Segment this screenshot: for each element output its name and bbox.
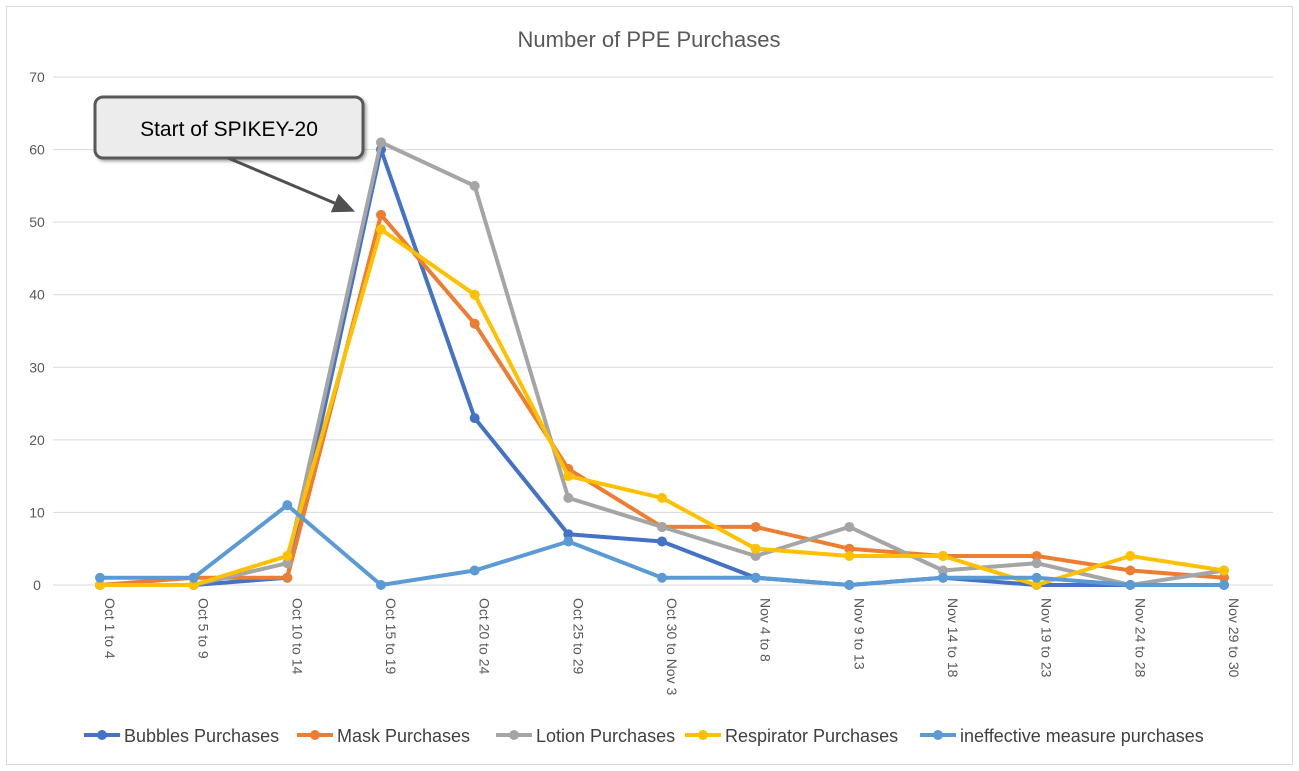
series-1 bbox=[95, 209, 1229, 590]
data-point bbox=[376, 137, 386, 148]
x-tick-label: Oct 30 to Nov 3 bbox=[664, 598, 680, 695]
data-point bbox=[95, 572, 105, 583]
x-tick-label: Oct 15 to 19 bbox=[383, 598, 399, 674]
y-tick-label: 60 bbox=[29, 142, 45, 158]
data-point bbox=[1031, 580, 1042, 590]
data-point bbox=[282, 550, 293, 561]
data-point bbox=[469, 289, 480, 300]
data-point bbox=[938, 550, 948, 561]
legend-label: Lotion Purchases bbox=[536, 726, 675, 746]
legend-label: Bubbles Purchases bbox=[124, 726, 279, 746]
data-point bbox=[1219, 565, 1229, 576]
data-point bbox=[563, 529, 574, 540]
data-point bbox=[95, 580, 105, 590]
y-tick-label: 0 bbox=[33, 577, 41, 593]
legend-item: Mask Purchases bbox=[297, 726, 470, 746]
x-tick-label: Oct 25 to 29 bbox=[570, 598, 586, 674]
data-point bbox=[469, 180, 480, 191]
x-tick-label: Nov 14 to 18 bbox=[945, 598, 961, 678]
data-point bbox=[938, 565, 948, 576]
legend-label: Mask Purchases bbox=[337, 726, 470, 746]
y-tick-label: 50 bbox=[29, 214, 45, 230]
x-tick-label: Oct 20 to 24 bbox=[477, 598, 493, 674]
x-tick-label: Oct 5 to 9 bbox=[196, 598, 212, 659]
legend-marker bbox=[509, 730, 519, 740]
callout-arrow-head bbox=[330, 193, 355, 213]
data-point bbox=[657, 492, 667, 503]
data-point bbox=[938, 572, 948, 583]
data-point bbox=[657, 521, 667, 532]
x-tick-label: Nov 4 to 8 bbox=[758, 598, 774, 662]
legend-item: Bubbles Purchases bbox=[84, 726, 279, 746]
x-tick-label: Oct 10 to 14 bbox=[289, 598, 305, 674]
data-point bbox=[750, 521, 761, 532]
data-point bbox=[563, 492, 574, 503]
data-point bbox=[844, 550, 855, 561]
legend-item: ineffective measure purchases bbox=[920, 726, 1204, 746]
data-point bbox=[282, 500, 293, 511]
legend-marker bbox=[698, 730, 708, 740]
y-tick-label: 20 bbox=[29, 432, 45, 448]
data-point bbox=[1031, 572, 1042, 583]
data-point bbox=[1125, 550, 1136, 561]
x-axis-ticks: Oct 1 to 4 Oct 5 to 9 Oct 10 to 14 Oct 15 t… bbox=[102, 598, 1242, 695]
data-point bbox=[282, 558, 293, 569]
legend-marker bbox=[310, 730, 320, 740]
legend-label: ineffective measure purchases bbox=[960, 726, 1204, 746]
callout-annotation: Start of SPIKEY-20 bbox=[93, 95, 365, 213]
x-tick-label: Nov 9 to 13 bbox=[851, 598, 867, 670]
data-point bbox=[1125, 580, 1136, 590]
x-tick-label: Nov 24 to 28 bbox=[1132, 598, 1148, 678]
data-point bbox=[844, 543, 855, 554]
series-4 bbox=[95, 500, 1229, 590]
data-point bbox=[1031, 558, 1042, 569]
data-point bbox=[563, 536, 574, 547]
data-point bbox=[750, 550, 761, 561]
legend-item: Lotion Purchases bbox=[496, 726, 675, 746]
data-point bbox=[657, 572, 667, 583]
chart-title: Number of PPE Purchases bbox=[518, 27, 781, 52]
x-tick-label: Nov 19 to 23 bbox=[1039, 598, 1055, 678]
series-lines bbox=[95, 137, 1229, 590]
y-tick-label: 70 bbox=[29, 69, 45, 85]
x-tick-label: Oct 1 to 4 bbox=[102, 598, 118, 659]
data-point bbox=[1031, 550, 1042, 561]
y-tick-label: 10 bbox=[29, 504, 45, 520]
data-point bbox=[563, 471, 574, 482]
data-point bbox=[657, 536, 667, 547]
data-point bbox=[376, 580, 386, 590]
legend-label: Respirator Purchases bbox=[725, 726, 898, 746]
data-point bbox=[188, 572, 199, 583]
legend-item: Respirator Purchases bbox=[685, 726, 898, 746]
data-point bbox=[282, 572, 293, 583]
legend-marker bbox=[933, 730, 943, 740]
legend: Bubbles Purchases Mask Purchases Lotion Pu… bbox=[84, 726, 1204, 746]
y-axis-ticks: 0 10 20 30 40 50 60 70 bbox=[29, 69, 45, 593]
data-point bbox=[188, 580, 199, 590]
callout-arrow-line bbox=[227, 156, 336, 205]
data-point bbox=[844, 580, 855, 590]
data-point bbox=[1125, 565, 1136, 576]
series-3 bbox=[95, 224, 1229, 590]
x-tick-label: Nov 29 to 30 bbox=[1226, 598, 1242, 678]
data-point bbox=[376, 224, 386, 235]
y-tick-label: 30 bbox=[29, 359, 45, 375]
legend-marker bbox=[97, 730, 107, 740]
data-point bbox=[1219, 580, 1229, 590]
data-point bbox=[469, 413, 480, 424]
data-point bbox=[376, 209, 386, 220]
data-point bbox=[469, 565, 480, 576]
data-point bbox=[1219, 572, 1229, 583]
data-point bbox=[469, 318, 480, 329]
callout-text: Start of SPIKEY-20 bbox=[140, 118, 318, 141]
y-tick-label: 40 bbox=[29, 287, 45, 303]
data-point bbox=[750, 543, 761, 554]
data-point bbox=[750, 572, 761, 583]
data-point bbox=[844, 521, 855, 532]
